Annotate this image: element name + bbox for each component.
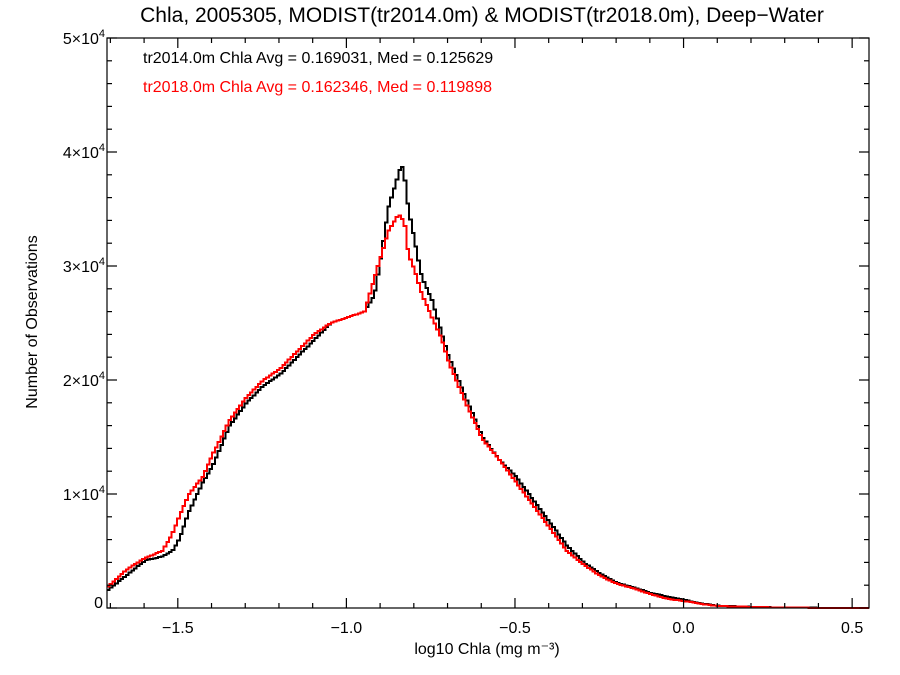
series-layer	[107, 165, 869, 609]
x-tick-label: −1.0	[331, 620, 363, 637]
x-tick-label: 0.0	[672, 620, 694, 637]
x-axis-label: log10 Chla (mg m⁻³)	[414, 641, 559, 658]
y-tick-label: 4×104	[63, 142, 105, 162]
annotation-tr2014: tr2014.0m Chla Avg = 0.169031, Med = 0.1…	[143, 50, 493, 67]
y-tick-label: 2×104	[63, 370, 105, 390]
y-axis-label: Number of Observations	[24, 235, 41, 408]
x-tick-label: 0.5	[841, 620, 863, 637]
y-tick-label: 5×104	[63, 28, 105, 48]
series-line-2	[107, 214, 869, 609]
chart-title: Chla, 2005305, MODIST(tr2014.0m) & MODIS…	[140, 4, 824, 27]
annotation-tr2018: tr2018.0m Chla Avg = 0.162346, Med = 0.1…	[143, 79, 492, 96]
x-tick-label: −1.5	[162, 620, 194, 637]
ticks-layer: −1.5 −1.0 −0.5 0.0 0.5 0 1×104 2×104 3×104 4×104 5…	[63, 28, 869, 637]
x-tick-label: −0.5	[499, 620, 531, 637]
y-tick-label: 1×104	[63, 484, 105, 504]
y-tick-label: 3×104	[63, 256, 105, 276]
series-line-1	[107, 165, 869, 609]
y-tick-label: 0	[94, 595, 103, 612]
plot-frame	[106, 37, 870, 609]
